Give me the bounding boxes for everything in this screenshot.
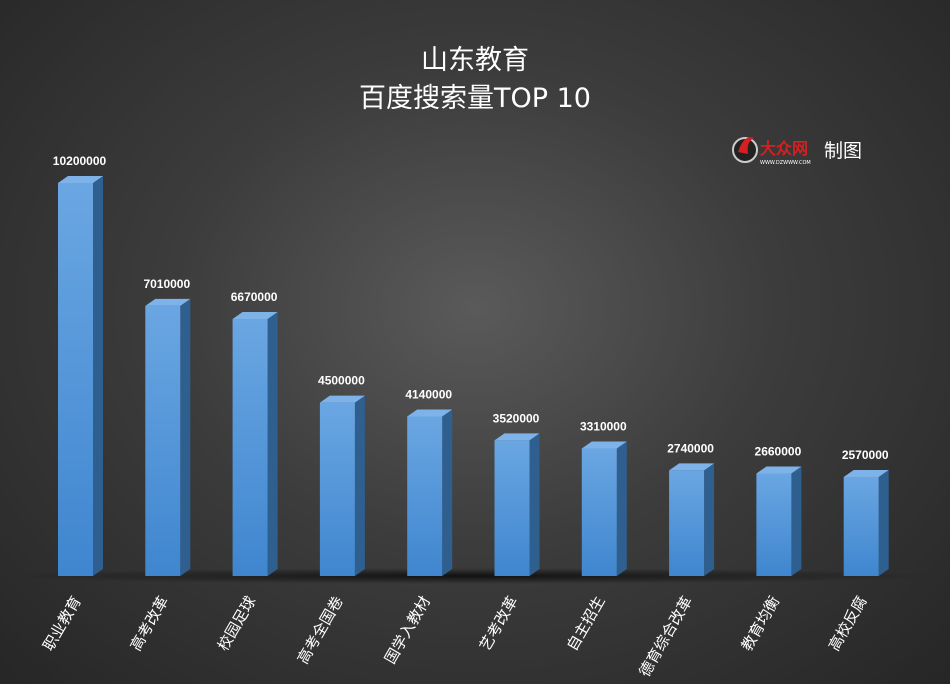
data-label: 4140000	[405, 387, 452, 401]
bar-top	[407, 409, 453, 417]
data-label: 2740000	[667, 441, 714, 455]
bar-top	[581, 441, 627, 449]
bar-side	[93, 176, 103, 576]
svg-text:大众网: 大众网	[760, 139, 808, 158]
bar-top	[58, 176, 103, 183]
dzwww-logo: 大众网 WWW.DZWWW.COM 制图	[730, 132, 862, 166]
bar	[319, 402, 355, 576]
bar	[232, 319, 268, 576]
data-label: 2570000	[842, 448, 889, 462]
bar-side	[267, 312, 278, 576]
x-tick-label: 高校反腐	[825, 593, 871, 654]
svg-text:WWW.DZWWW.COM: WWW.DZWWW.COM	[760, 160, 811, 166]
x-tick-label: 职业教育	[39, 593, 85, 654]
x-tick-label: 高考全国卷	[294, 593, 347, 667]
bar-side	[180, 298, 191, 576]
data-label: 3310000	[580, 419, 627, 433]
bar-top	[494, 433, 540, 441]
bar-side	[791, 466, 802, 576]
bar-top	[756, 466, 802, 474]
x-tick-label: 艺考改革	[476, 593, 522, 654]
bar	[494, 440, 530, 576]
bar-top	[669, 463, 715, 471]
x-tick-label: 教育均衡	[738, 593, 784, 654]
data-label: 4500000	[318, 374, 365, 388]
data-label: 6670000	[231, 290, 278, 304]
bar-side	[529, 433, 540, 576]
x-tick-label: 德育综合改革	[635, 593, 696, 680]
data-label: 10200000	[53, 154, 107, 168]
bar-side	[878, 469, 889, 576]
bar	[581, 448, 617, 576]
data-label: 3520000	[493, 411, 540, 425]
bar	[669, 470, 705, 576]
credit-text: 制图	[824, 139, 863, 162]
bar-top	[319, 395, 365, 403]
bar-top	[232, 312, 278, 320]
data-label: 7010000	[143, 277, 190, 291]
brand-logo-icon: 大众网 WWW.DZWWW.COM	[730, 132, 818, 166]
bar	[145, 305, 181, 576]
bar-side	[442, 409, 453, 576]
bar	[843, 476, 879, 576]
x-tick-label: 国学入教材	[381, 593, 434, 667]
data-label: 2660000	[755, 445, 802, 459]
bar	[756, 473, 792, 576]
bar	[58, 183, 93, 576]
x-tick-label: 高考改革	[127, 593, 173, 654]
chart-title-line2: 百度搜索量TOP 10	[359, 83, 591, 114]
x-tick-label: 自主招生	[563, 593, 609, 654]
bar-top	[843, 469, 889, 477]
bar-top	[145, 298, 191, 306]
chart-title-line1: 山东教育	[421, 45, 529, 76]
bar-side	[704, 463, 715, 576]
bar-side	[616, 441, 627, 576]
bar-side	[354, 395, 365, 576]
bar	[407, 416, 443, 576]
x-tick-label: 校园足球	[214, 593, 260, 654]
